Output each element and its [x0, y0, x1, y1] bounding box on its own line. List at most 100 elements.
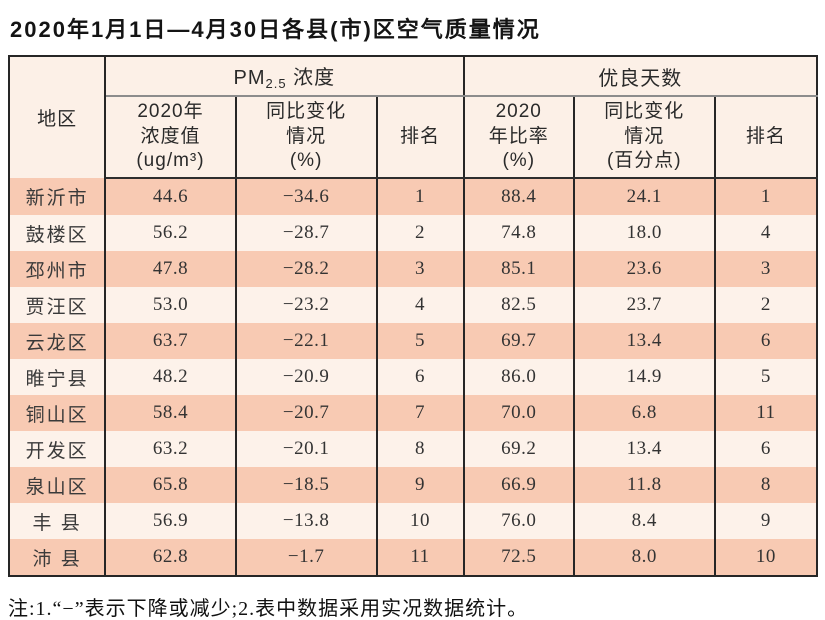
table-row: 云龙区 63.7 −22.1 5 69.7 13.4 6 — [7, 323, 819, 359]
table-row: 鼓楼区 56.2 −28.7 2 74.8 18.0 4 — [7, 215, 819, 251]
group-header-good-days: 优良天数 — [462, 56, 819, 97]
col-header-rate: 2020 年比率 (%) — [462, 96, 575, 179]
cell-rate-rank: 5 — [713, 359, 819, 395]
cell-rate-change: 13.4 — [572, 323, 716, 359]
cell-rate: 88.4 — [462, 178, 575, 215]
cell-rate: 82.5 — [462, 287, 575, 323]
table-body: 新沂市 44.6 −34.6 1 88.4 24.1 1 鼓楼区 56.2 −28.7 2 74.8 1… — [7, 178, 819, 576]
cell-pm-value: 53.0 — [104, 287, 237, 323]
cell-rate-rank: 2 — [713, 287, 819, 323]
cell-rate: 85.1 — [462, 251, 575, 287]
table-row: 沛 县 62.8 −1.7 11 72.5 8.0 10 — [7, 539, 819, 576]
cell-rate-change: 14.9 — [572, 359, 716, 395]
air-quality-table: 地区 PM2.5 浓度 优良天数 2020年 浓度值 (ug/m³) 同比变化 … — [7, 55, 819, 577]
cell-region: 泉山区 — [7, 467, 107, 503]
table-row: 丰 县 56.9 −13.8 10 76.0 8.4 9 — [7, 503, 819, 539]
col-header-rate-change: 同比变化 情况 (百分点) — [572, 96, 716, 179]
cell-pm-value: 58.4 — [104, 395, 237, 431]
cell-rate-change: 11.8 — [572, 467, 716, 503]
pm25-label-pre: PM — [233, 67, 266, 89]
cell-rate: 74.8 — [462, 215, 575, 251]
cell-region: 开发区 — [7, 431, 107, 467]
cell-rate-change: 24.1 — [572, 178, 716, 215]
table-row: 开发区 63.2 −20.1 8 69.2 13.4 6 — [7, 431, 819, 467]
cell-pm-value: 48.2 — [104, 359, 237, 395]
cell-pm-rank: 6 — [375, 359, 465, 395]
cell-pm-value: 63.2 — [104, 431, 237, 467]
cell-rate-rank: 9 — [713, 503, 819, 539]
cell-pm-value: 47.8 — [104, 251, 237, 287]
cell-pm-rank: 7 — [375, 395, 465, 431]
group-header-pm25: PM2.5 浓度 — [104, 56, 465, 97]
col-header-pm-value: 2020年 浓度值 (ug/m³) — [104, 96, 237, 179]
cell-pm-rank: 2 — [375, 215, 465, 251]
cell-pm-change: −28.7 — [234, 215, 378, 251]
table-row: 睢宁县 48.2 −20.9 6 86.0 14.9 5 — [7, 359, 819, 395]
cell-rate: 72.5 — [462, 539, 575, 576]
cell-pm-rank: 1 — [375, 178, 465, 215]
cell-rate: 86.0 — [462, 359, 575, 395]
cell-rate: 66.9 — [462, 467, 575, 503]
cell-pm-rank: 10 — [375, 503, 465, 539]
cell-region: 睢宁县 — [7, 359, 107, 395]
cell-rate-rank: 6 — [713, 431, 819, 467]
table-row: 贾汪区 53.0 −23.2 4 82.5 23.7 2 — [7, 287, 819, 323]
cell-pm-change: −20.9 — [234, 359, 378, 395]
cell-pm-change: −20.1 — [234, 431, 378, 467]
cell-rate-change: 8.0 — [572, 539, 716, 576]
cell-rate-change: 13.4 — [572, 431, 716, 467]
cell-region: 邳州市 — [7, 251, 107, 287]
cell-rate-change: 8.4 — [572, 503, 716, 539]
cell-rate: 69.7 — [462, 323, 575, 359]
cell-rate-rank: 11 — [713, 395, 819, 431]
table-row: 铜山区 58.4 −20.7 7 70.0 6.8 11 — [7, 395, 819, 431]
cell-pm-rank: 4 — [375, 287, 465, 323]
cell-rate-rank: 10 — [713, 539, 819, 576]
cell-pm-value: 65.8 — [104, 467, 237, 503]
cell-pm-change: −1.7 — [234, 539, 378, 576]
cell-pm-value: 56.2 — [104, 215, 237, 251]
group-header-row: 地区 PM2.5 浓度 优良天数 — [7, 56, 819, 178]
cell-rate-rank: 4 — [713, 215, 819, 251]
cell-rate-rank: 6 — [713, 323, 819, 359]
cell-pm-change: −34.6 — [234, 178, 378, 215]
cell-rate-rank: 3 — [713, 251, 819, 287]
table-row: 邳州市 47.8 −28.2 3 85.1 23.6 3 — [7, 251, 819, 287]
cell-region: 贾汪区 — [7, 287, 107, 323]
cell-rate-change: 23.7 — [572, 287, 716, 323]
cell-pm-change: −18.5 — [234, 467, 378, 503]
cell-rate-change: 18.0 — [572, 215, 716, 251]
table-row: 泉山区 65.8 −18.5 9 66.9 11.8 8 — [7, 467, 819, 503]
cell-pm-value: 63.7 — [104, 323, 237, 359]
page-title: 2020年1月1日—4月30日各县(市)区空气质量情况 — [10, 17, 541, 42]
cell-region: 丰 县 — [7, 503, 107, 539]
footnote: 注:1.“−”表示下降或减少;2.表中数据采用实况数据统计。 — [8, 598, 529, 620]
cell-pm-value: 56.9 — [104, 503, 237, 539]
cell-rate: 76.0 — [462, 503, 575, 539]
cell-pm-rank: 8 — [375, 431, 465, 467]
col-header-rate-rank: 排名 — [713, 96, 819, 179]
cell-pm-rank: 5 — [375, 323, 465, 359]
col-header-region: 地区 — [7, 56, 107, 178]
cell-pm-value: 62.8 — [104, 539, 237, 576]
cell-pm-rank: 3 — [375, 251, 465, 287]
cell-pm-rank: 11 — [375, 539, 465, 576]
cell-rate-rank: 8 — [713, 467, 819, 503]
cell-rate: 70.0 — [462, 395, 575, 431]
cell-pm-rank: 9 — [375, 467, 465, 503]
pm25-label-subscript: 2.5 — [265, 76, 287, 91]
cell-rate: 69.2 — [462, 431, 575, 467]
table-row: 新沂市 44.6 −34.6 1 88.4 24.1 1 — [7, 178, 819, 215]
pm25-label-post: 浓度 — [286, 67, 336, 89]
cell-pm-change: −20.7 — [234, 395, 378, 431]
sub-header-row: 2020年 浓度值 (ug/m³) 同比变化 情况 (%) 排名 2020 年比… — [9, 96, 819, 179]
cell-region: 鼓楼区 — [7, 215, 107, 251]
cell-region: 云龙区 — [7, 323, 107, 359]
cell-region: 新沂市 — [7, 178, 107, 215]
cell-rate-change: 6.8 — [572, 395, 716, 431]
cell-pm-value: 44.6 — [104, 178, 237, 215]
cell-pm-change: −22.1 — [234, 323, 378, 359]
cell-pm-change: −13.8 — [234, 503, 378, 539]
cell-pm-change: −28.2 — [234, 251, 378, 287]
